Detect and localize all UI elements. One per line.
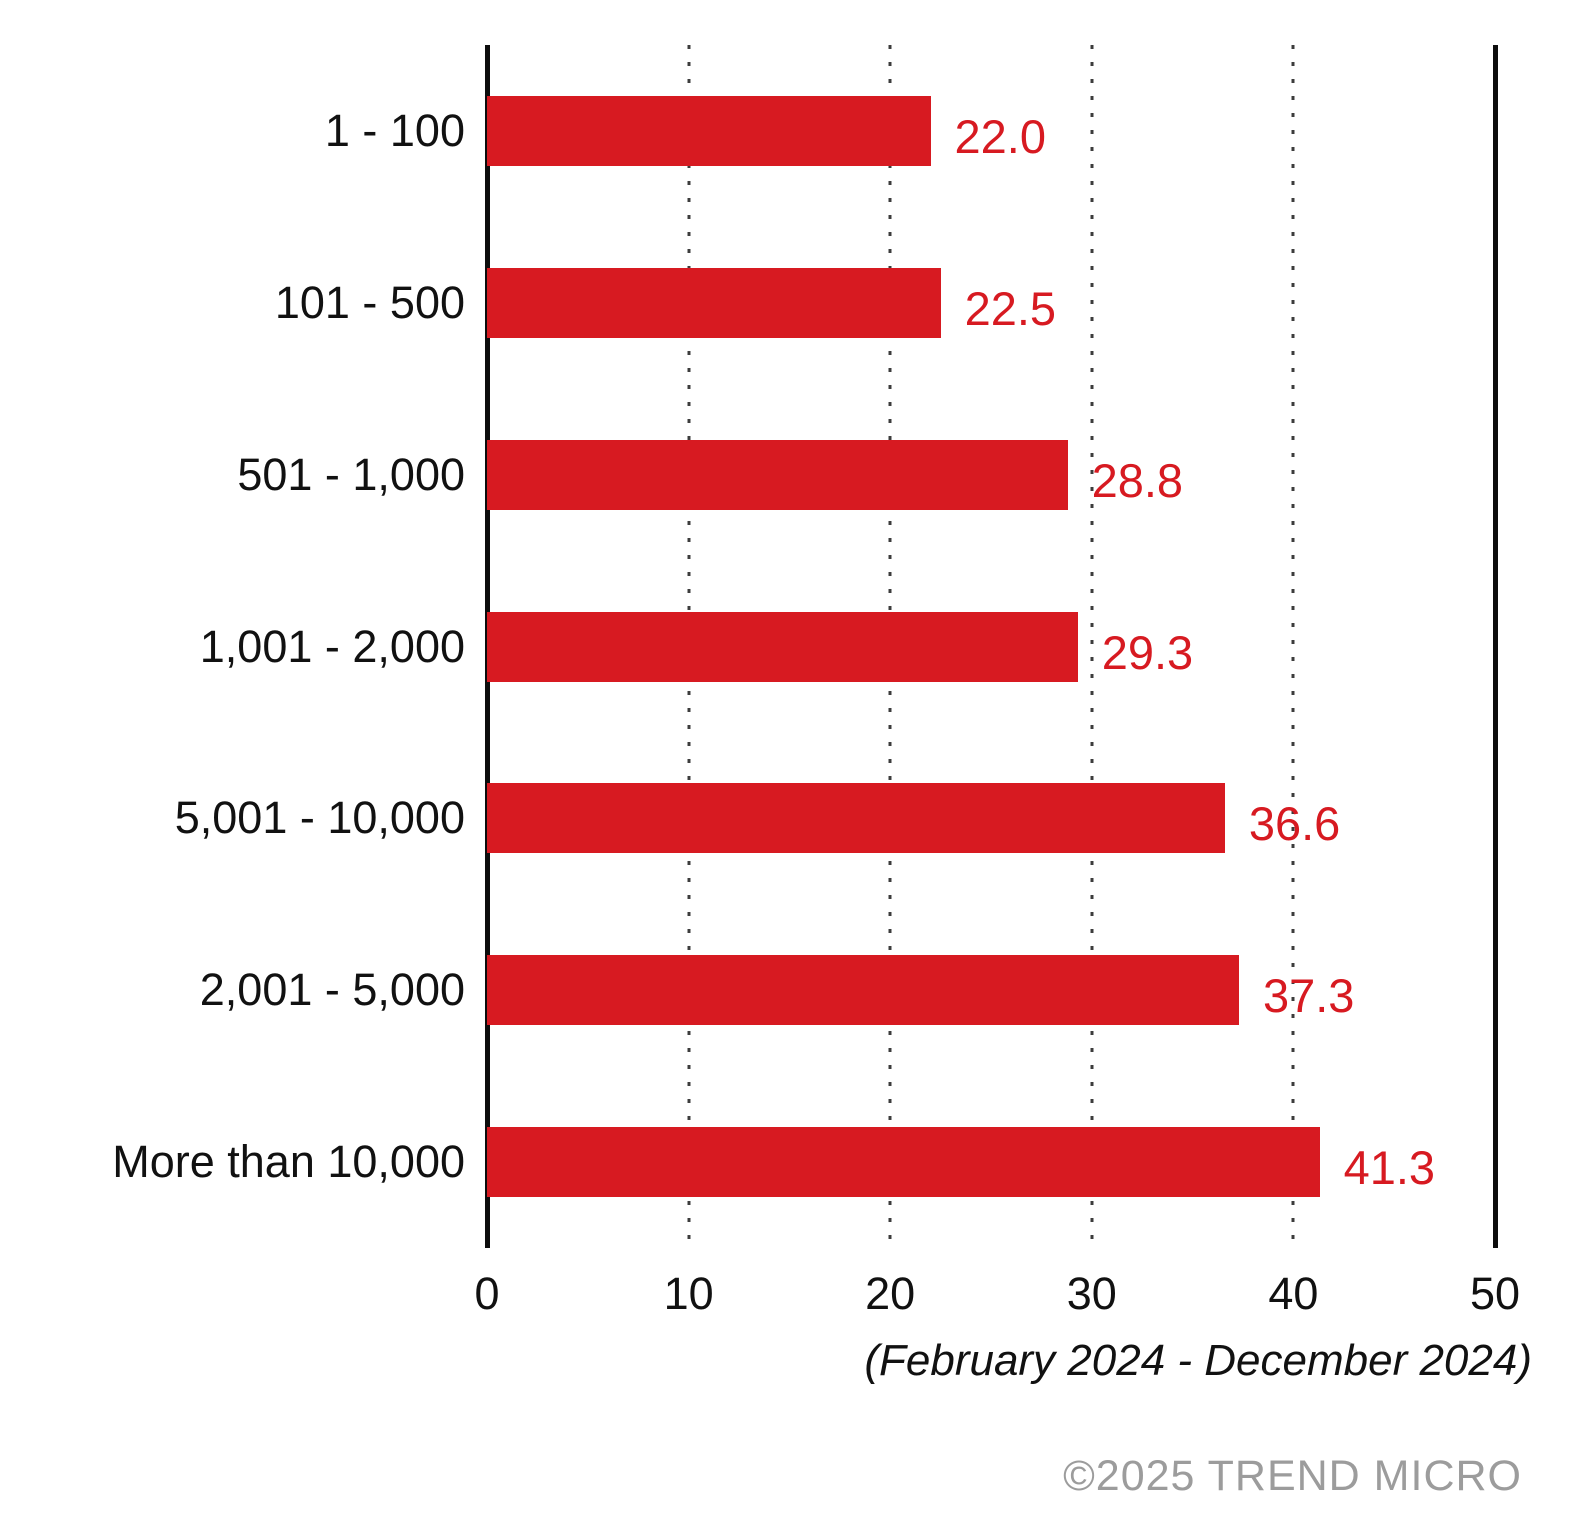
bar: [487, 783, 1225, 854]
bar-row: 5,001 - 10,000 36.6: [175, 783, 1495, 854]
category-label: 1,001 - 2,000: [199, 620, 465, 672]
bar-row: 101 - 500 22.5: [275, 267, 1495, 338]
right-border-line: [1493, 45, 1498, 1248]
value-label: 22.0: [954, 109, 1046, 163]
x-tick-label: 0: [474, 1268, 500, 1319]
bar-row: More than 10,000 41.3: [112, 1127, 1495, 1198]
bar: [487, 267, 941, 338]
copyright-text: ©2025 TREND MICRO: [1063, 1452, 1522, 1500]
bar-row: 1,001 - 2,000 29.3: [200, 611, 1495, 682]
bar: [487, 95, 931, 166]
category-label: 101 - 500: [274, 276, 465, 328]
plot-area: 1 - 100 22.0 101 - 500 22.5 501 - 1,000 28.8 1…: [112, 45, 1498, 1248]
x-tick-label: 30: [1066, 1268, 1117, 1319]
value-label: 37.3: [1262, 969, 1355, 1023]
value-label: 41.3: [1343, 1141, 1436, 1195]
value-label: 36.6: [1248, 797, 1341, 851]
x-tick-label: 20: [865, 1268, 916, 1319]
value-label: 22.5: [964, 281, 1057, 335]
category-label: 5,001 - 10,000: [174, 792, 465, 844]
value-label: 28.8: [1091, 453, 1184, 507]
bar-row: 501 - 1,000 28.8: [237, 439, 1495, 510]
value-label: 29.3: [1101, 625, 1194, 679]
category-label: 501 - 1,000: [237, 448, 465, 500]
bar: [487, 955, 1239, 1026]
x-tick-label: 40: [1268, 1268, 1319, 1319]
bar: [487, 611, 1078, 682]
category-label: More than 10,000: [112, 1136, 465, 1188]
gridline-40: [1291, 45, 1295, 1248]
x-tick-label: 10: [663, 1268, 714, 1319]
bar-row: 1 - 100 22.0: [325, 95, 1495, 166]
category-label: 1 - 100: [324, 104, 465, 156]
gridline-30: [1090, 45, 1094, 1248]
x-tick-label: 50: [1469, 1268, 1521, 1319]
category-label: 2,001 - 5,000: [199, 964, 465, 1016]
x-axis-tick-labels: 0 10 20 30 40 50: [474, 1268, 1520, 1328]
bar: [487, 439, 1068, 510]
bar: [487, 1127, 1320, 1198]
bar-row: 2,001 - 5,000 37.3: [200, 955, 1495, 1026]
date-range-note: (February 2024 - December 2024): [864, 1336, 1532, 1385]
